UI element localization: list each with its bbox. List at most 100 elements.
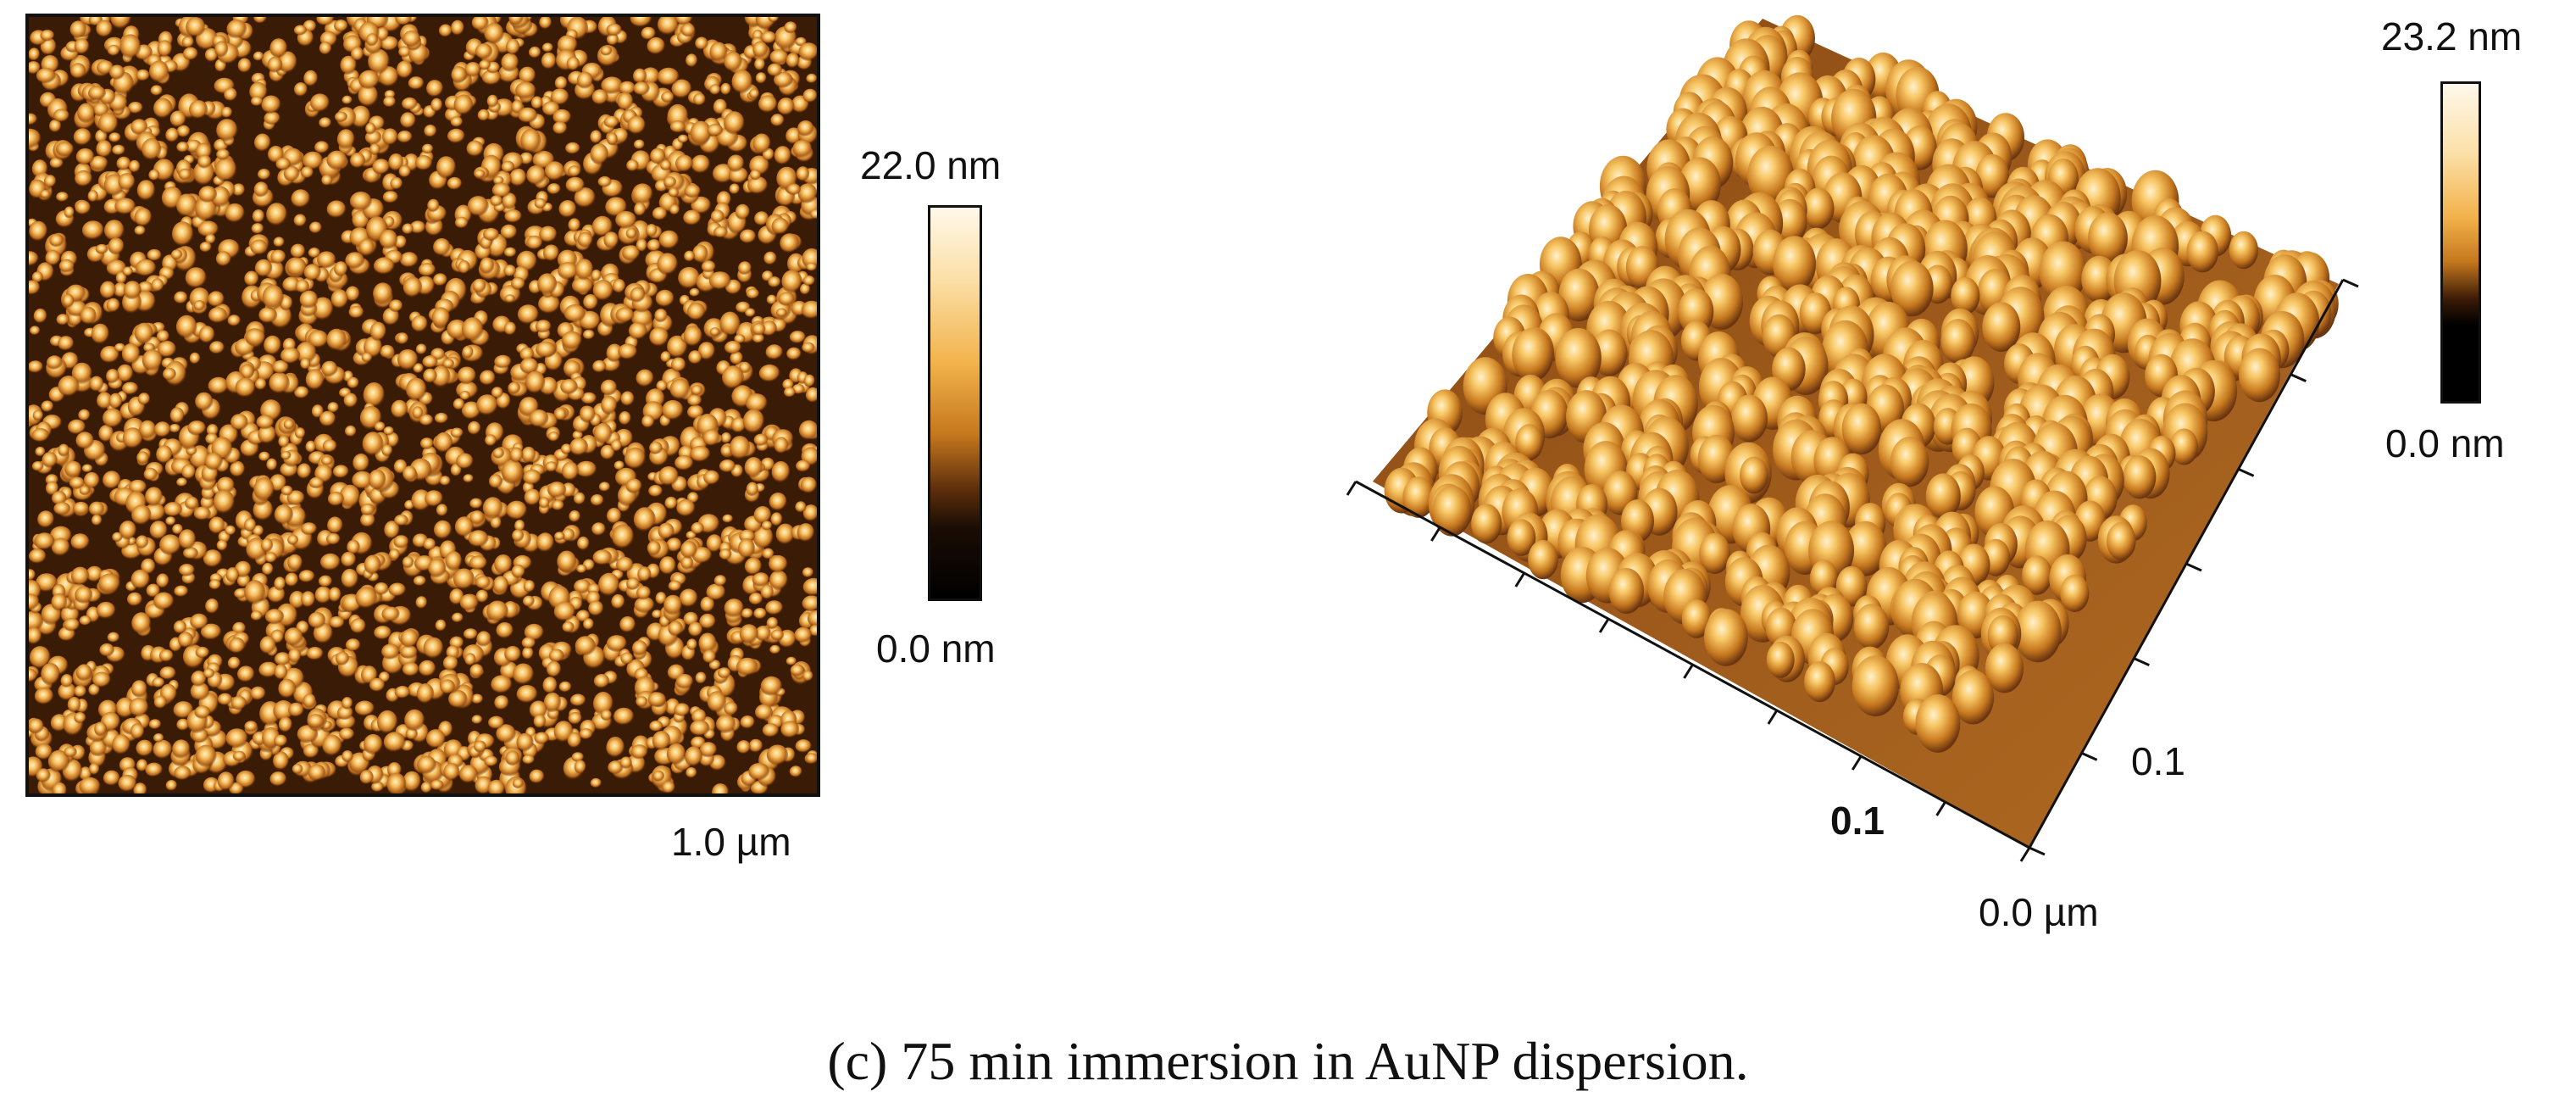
- particle-dot: [173, 701, 194, 720]
- particle-dot: [88, 501, 105, 517]
- surface-peak: [2229, 231, 2258, 270]
- particle-dot: [366, 33, 379, 47]
- particle-dot: [453, 568, 475, 590]
- particle-dot: [492, 576, 509, 594]
- particle-dot: [176, 125, 191, 138]
- particle-dot: [436, 156, 457, 180]
- particle-dot: [802, 670, 813, 682]
- particle-dot: [774, 437, 789, 454]
- particle-dot: [636, 696, 648, 708]
- particle-dot: [468, 530, 489, 548]
- particle-dot: [97, 392, 113, 410]
- particle-dot: [374, 421, 386, 432]
- particle-dot: [114, 198, 136, 215]
- surface-peak: [2060, 574, 2090, 613]
- particle-dot: [308, 764, 326, 782]
- particle-dot: [607, 132, 618, 146]
- particle-dot: [630, 17, 652, 28]
- particle-dot: [36, 768, 51, 783]
- particle-dot: [795, 739, 812, 754]
- particle-dot: [752, 133, 771, 154]
- particle-dot: [519, 347, 535, 362]
- particle-dot: [688, 350, 702, 365]
- particle-dot: [58, 376, 80, 398]
- particle-dot: [70, 533, 90, 551]
- particle-dot: [564, 304, 586, 323]
- particle-dot: [115, 271, 127, 285]
- particle-dot: [397, 349, 419, 370]
- particle-dot: [434, 520, 452, 540]
- particle-dot: [774, 146, 791, 165]
- particle-dot: [561, 443, 572, 455]
- particle-dot: [287, 534, 299, 546]
- particle-dot: [660, 159, 672, 171]
- particle-dot: [713, 164, 735, 184]
- particle-dot: [83, 471, 100, 489]
- particle-dot: [318, 575, 333, 587]
- particle-dot: [301, 591, 315, 608]
- particle-dot: [539, 17, 552, 30]
- particle-dot: [280, 347, 301, 365]
- particle-dot: [297, 463, 312, 480]
- particle-dot: [418, 263, 436, 277]
- particle-dot: [574, 579, 591, 594]
- particle-dot: [786, 127, 802, 145]
- particle-dot: [475, 576, 491, 589]
- particle-dot: [583, 618, 594, 631]
- particle-dot: [52, 491, 67, 506]
- particle-dot: [130, 723, 145, 740]
- particle-dot: [420, 437, 434, 450]
- particle-dot: [394, 515, 408, 526]
- particle-dot: [786, 347, 802, 361]
- particle-dot: [175, 315, 197, 339]
- particle-dot: [360, 513, 375, 528]
- particle-dot: [345, 425, 357, 437]
- particle-dot: [326, 328, 347, 351]
- particle-dot: [225, 525, 236, 536]
- particle-dot: [666, 743, 686, 766]
- origin-label: 0.0 µm: [1979, 890, 2099, 934]
- particle-dot: [543, 244, 559, 262]
- particle-dot: [333, 465, 349, 479]
- particle-dot: [754, 211, 769, 226]
- particle-dot: [193, 160, 215, 187]
- particle-dot: [56, 192, 69, 203]
- particle-dot: [591, 522, 606, 537]
- particle-dot: [208, 307, 228, 324]
- particle-dot: [684, 184, 701, 198]
- particle-dot: [748, 593, 763, 605]
- particle-dot: [303, 693, 316, 709]
- particle-dot: [738, 538, 756, 559]
- particle-dot: [328, 587, 341, 603]
- particle-dot: [426, 729, 446, 749]
- particle-dot: [753, 526, 774, 549]
- particle-dot: [558, 681, 572, 693]
- particle-dot: [261, 537, 274, 553]
- particle-dot: [36, 573, 58, 593]
- particle-dot: [112, 532, 123, 543]
- particle-dot: [571, 752, 585, 762]
- particle-dot: [679, 588, 698, 608]
- particle-dot: [445, 551, 463, 571]
- particle-dot: [504, 294, 515, 303]
- particle-dot: [314, 586, 332, 604]
- particle-dot: [278, 51, 297, 74]
- particle-dot: [269, 372, 291, 394]
- particle-dot: [142, 138, 162, 161]
- particle-dot: [369, 321, 386, 342]
- particle-dot: [148, 169, 160, 181]
- particle-dot: [745, 308, 756, 318]
- particle-dot: [512, 529, 525, 543]
- particle-dot: [802, 577, 817, 597]
- particle-dot: [637, 566, 652, 582]
- particle-dot: [654, 309, 668, 323]
- particle-dot: [142, 349, 163, 372]
- particle-dot: [217, 771, 235, 791]
- particle-dot: [411, 315, 428, 333]
- particle-dot: [131, 612, 152, 635]
- particle-dot: [430, 97, 443, 113]
- particle-dot: [29, 220, 48, 242]
- particle-dot: [181, 36, 194, 48]
- front-axis-tick: [1767, 710, 1779, 725]
- particle-dot: [655, 289, 675, 308]
